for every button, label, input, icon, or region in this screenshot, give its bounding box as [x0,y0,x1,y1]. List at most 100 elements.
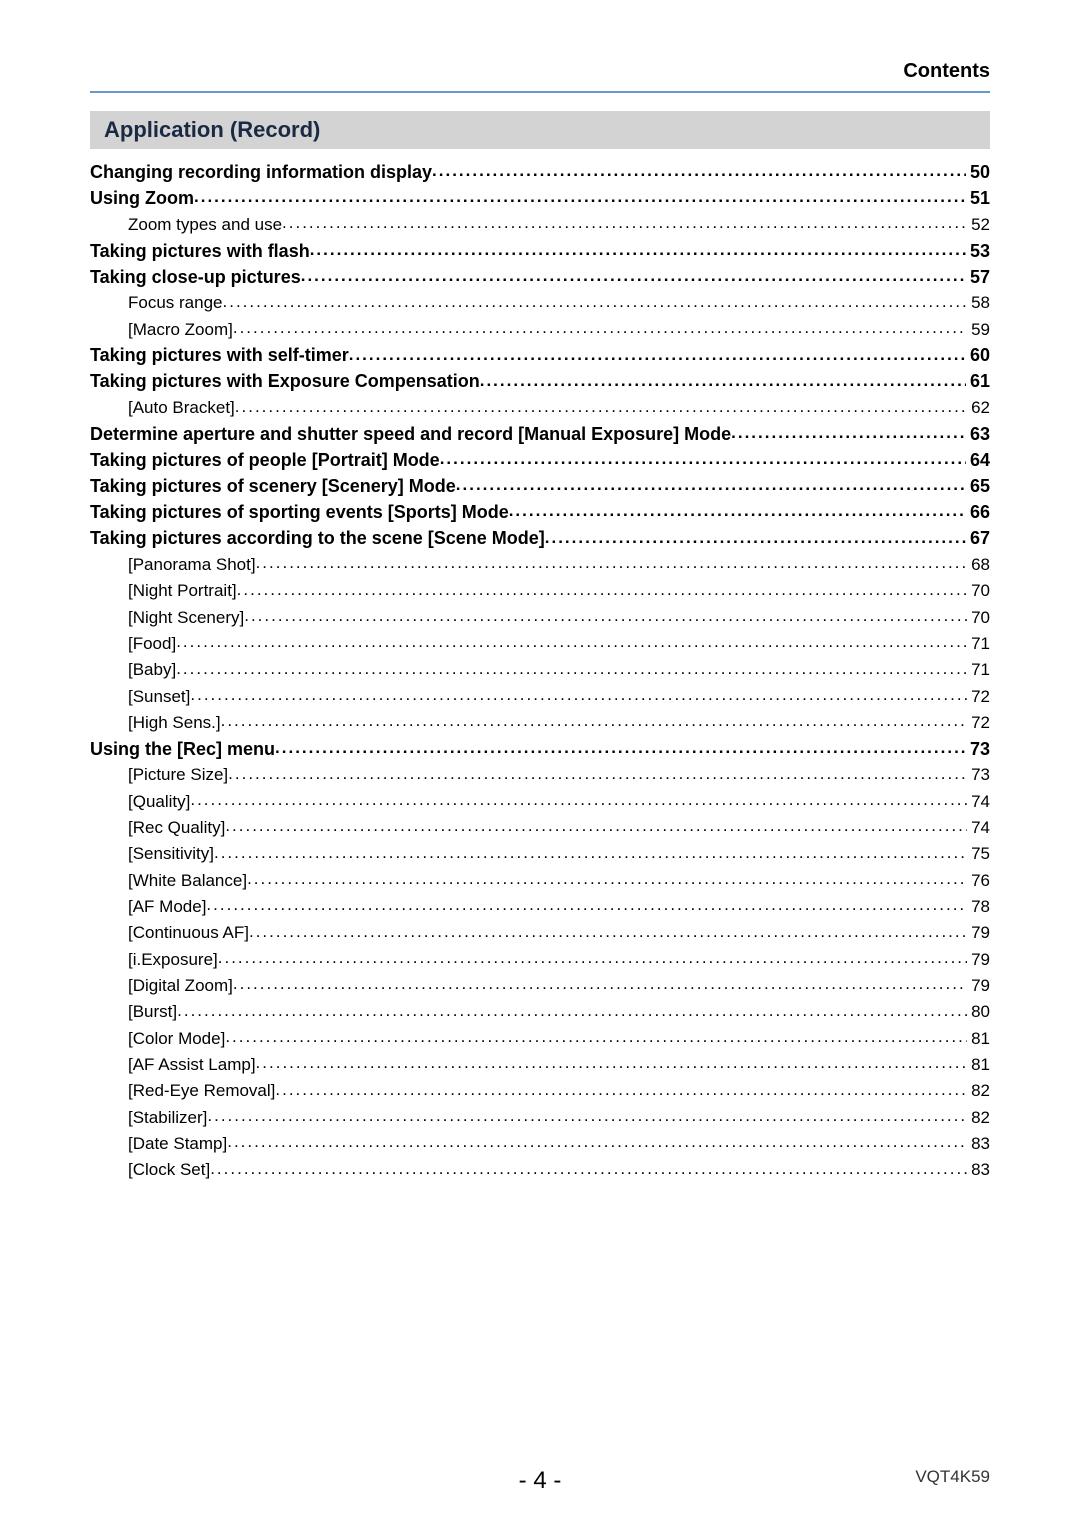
toc-row[interactable]: Taking pictures with self-timer 60 [90,342,990,368]
toc-leader [228,762,967,781]
toc-label: Zoom types and use [128,213,282,238]
toc-label: [Night Portrait] [128,579,237,604]
doc-code: VQT4K59 [915,1467,990,1487]
toc-leader [225,1025,967,1044]
toc-page: 64 [966,447,990,473]
toc-label: [AF Mode] [128,895,206,920]
toc-leader [301,264,966,283]
toc-page: 67 [966,525,990,551]
toc-row[interactable]: Taking pictures of sporting events [Spor… [90,499,990,525]
toc-leader [480,369,966,388]
toc-page: 73 [966,736,990,762]
toc-row[interactable]: Taking close-up pictures 57 [90,264,990,290]
toc-row[interactable]: [High Sens.] 72 [90,709,990,735]
toc-label: [Sensitivity] [128,842,214,867]
toc-leader [190,788,967,807]
toc-leader [194,185,966,204]
toc-row[interactable]: [Night Scenery] 70 [90,604,990,630]
toc-page: 78 [967,895,990,920]
toc-row[interactable]: [Auto Bracket] 62 [90,395,990,421]
toc-leader [456,473,966,492]
toc-page: 80 [967,1000,990,1025]
toc-row[interactable]: [Digital Zoom] 79 [90,972,990,998]
toc-row[interactable]: [Sensitivity] 75 [90,841,990,867]
toc-row[interactable]: Focus range 58 [90,290,990,316]
toc-label: [i.Exposure] [128,948,218,973]
header-rule [90,91,990,93]
toc-row[interactable]: Taking pictures with flash 53 [90,238,990,264]
toc-row[interactable]: [Night Portrait] 70 [90,578,990,604]
toc-row[interactable]: [Panorama Shot] 68 [90,551,990,577]
toc-label: [Clock Set] [128,1158,210,1183]
toc-row[interactable]: Taking pictures of scenery [Scenery] Mod… [90,473,990,499]
toc-label: [Baby] [128,658,176,683]
toc-leader [275,736,966,755]
toc-row[interactable]: Taking pictures of people [Portrait] Mod… [90,447,990,473]
toc-row[interactable]: [i.Exposure] 79 [90,946,990,972]
toc-page: 74 [967,790,990,815]
toc-row[interactable]: [Burst] 80 [90,999,990,1025]
toc-row[interactable]: [Color Mode] 81 [90,1025,990,1051]
toc-page: 50 [966,159,990,185]
toc-leader [256,551,968,570]
toc-label: [Continuous AF] [128,921,249,946]
toc-page: 70 [967,579,990,604]
toc-leader [233,972,967,991]
toc-row[interactable]: [Date Stamp] 83 [90,1130,990,1156]
toc-row[interactable]: Using Zoom 51 [90,185,990,211]
toc-page: 73 [967,763,990,788]
toc-row[interactable]: [Stabilizer] 82 [90,1104,990,1130]
toc-page: 79 [967,974,990,999]
toc-row[interactable]: [Red-Eye Removal] 82 [90,1078,990,1104]
toc-page: 82 [967,1106,990,1131]
toc-leader [176,630,967,649]
toc-row[interactable]: Taking pictures with Exposure Compensati… [90,368,990,394]
toc-leader [218,946,967,965]
toc-leader [214,841,967,860]
toc-row[interactable]: [AF Mode] 78 [90,893,990,919]
toc-row[interactable]: [Baby] 71 [90,657,990,683]
toc-row[interactable]: Changing recording information display 5… [90,159,990,185]
toc-page: 57 [966,264,990,290]
toc-row[interactable]: [Clock Set] 83 [90,1157,990,1183]
toc-label: [Red-Eye Removal] [128,1079,275,1104]
toc-row[interactable]: Taking pictures according to the scene [… [90,525,990,551]
toc-row[interactable]: Zoom types and use 52 [90,211,990,237]
toc-leader [221,709,967,728]
toc-page: 83 [967,1132,990,1157]
toc-label: [Food] [128,632,176,657]
toc-page: 71 [967,658,990,683]
toc-leader [225,814,967,833]
toc-page: 58 [967,291,990,316]
toc-label: Using Zoom [90,185,194,211]
toc-row[interactable]: [AF Assist Lamp] 81 [90,1051,990,1077]
toc-label: [Sunset] [128,685,190,710]
toc-label: Taking pictures with Exposure Compensati… [90,368,480,394]
toc-row[interactable]: Using the [Rec] menu 73 [90,736,990,762]
toc-label: Determine aperture and shutter speed and… [90,421,731,447]
toc-page: 53 [966,238,990,264]
toc-label: Taking pictures of scenery [Scenery] Mod… [90,473,456,499]
toc-row[interactable]: [Continuous AF] 79 [90,920,990,946]
toc-page: 51 [966,185,990,211]
toc-leader [249,920,967,939]
toc-page: 70 [967,606,990,631]
toc-label: [Digital Zoom] [128,974,233,999]
toc-row[interactable]: [White Balance] 76 [90,867,990,893]
toc-row[interactable]: [Macro Zoom] 59 [90,316,990,342]
toc-page: 83 [967,1158,990,1183]
toc-label: [Stabilizer] [128,1106,207,1131]
toc-label: Taking pictures with self-timer [90,342,349,368]
toc-page: 72 [967,685,990,710]
toc-leader [244,604,967,623]
toc-row[interactable]: [Sunset] 72 [90,683,990,709]
toc-leader [349,343,966,362]
toc-leader [247,867,967,886]
toc-row[interactable]: [Picture Size] 73 [90,762,990,788]
toc-label: Taking close-up pictures [90,264,301,290]
toc-row[interactable]: [Food] 71 [90,630,990,656]
footer: - 4 - VQT4K59 [90,1467,990,1487]
toc-row[interactable]: Determine aperture and shutter speed and… [90,421,990,447]
toc-row[interactable]: [Quality] 74 [90,788,990,814]
toc-row[interactable]: [Rec Quality] 74 [90,814,990,840]
